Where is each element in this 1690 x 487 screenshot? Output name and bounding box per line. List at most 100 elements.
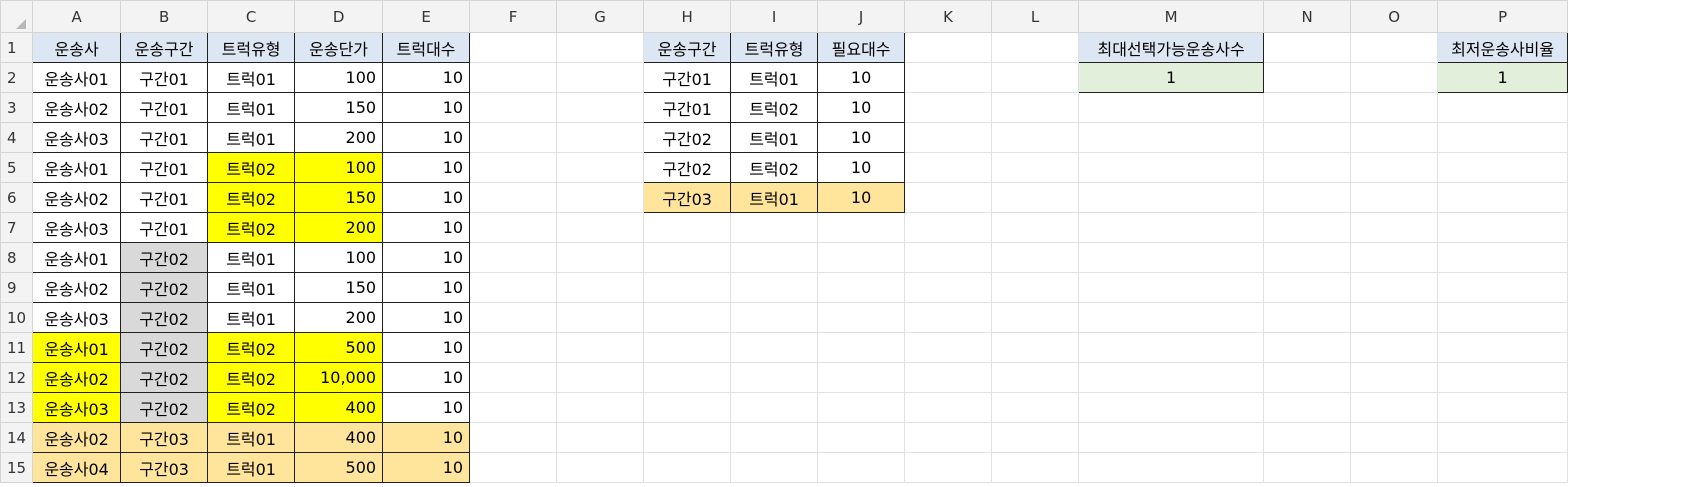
cell-a6[interactable]: 운송사02 <box>32 182 122 213</box>
select-all-corner[interactable] <box>0 0 34 33</box>
cell-k9[interactable] <box>904 272 993 303</box>
cell-i3[interactable]: 트럭02 <box>730 92 819 123</box>
cell-c7[interactable]: 트럭02 <box>207 212 296 243</box>
cell-i4[interactable]: 트럭01 <box>730 122 819 153</box>
cell-p1[interactable]: 최저운송사비율 <box>1437 32 1569 63</box>
cell-n4[interactable] <box>1263 122 1352 153</box>
row-header-4[interactable]: 4 <box>0 122 34 153</box>
cell-g2[interactable] <box>556 62 645 93</box>
cell-e13[interactable]: 10 <box>382 392 471 423</box>
cell-b13[interactable]: 구간02 <box>120 392 209 423</box>
cell-p13[interactable] <box>1437 392 1569 423</box>
cell-h12[interactable] <box>643 362 732 393</box>
cell-k4[interactable] <box>904 122 993 153</box>
cell-i11[interactable] <box>730 332 819 363</box>
cell-d6[interactable]: 150 <box>294 182 384 213</box>
cell-b2[interactable]: 구간01 <box>120 62 209 93</box>
cell-p15[interactable] <box>1437 452 1569 483</box>
cell-p8[interactable] <box>1437 242 1569 273</box>
cell-j3[interactable]: 10 <box>817 92 906 123</box>
cell-a12[interactable]: 운송사02 <box>32 362 122 393</box>
cell-d4[interactable]: 200 <box>294 122 384 153</box>
cell-e15[interactable]: 10 <box>382 452 471 483</box>
cell-b7[interactable]: 구간01 <box>120 212 209 243</box>
cell-l14[interactable] <box>991 422 1080 453</box>
cell-e4[interactable]: 10 <box>382 122 471 153</box>
cell-h11[interactable] <box>643 332 732 363</box>
cell-d10[interactable]: 200 <box>294 302 384 333</box>
cell-i12[interactable] <box>730 362 819 393</box>
row-header-13[interactable]: 13 <box>0 392 34 423</box>
cell-l1[interactable] <box>991 32 1080 63</box>
cell-l11[interactable] <box>991 332 1080 363</box>
cell-k15[interactable] <box>904 452 993 483</box>
cell-a9[interactable]: 운송사02 <box>32 272 122 303</box>
cell-d9[interactable]: 150 <box>294 272 384 303</box>
cell-j9[interactable] <box>817 272 906 303</box>
cell-n6[interactable] <box>1263 182 1352 213</box>
cell-m8[interactable] <box>1078 242 1265 273</box>
cell-e11[interactable]: 10 <box>382 332 471 363</box>
cell-i2[interactable]: 트럭01 <box>730 62 819 93</box>
cell-d8[interactable]: 100 <box>294 242 384 273</box>
cell-k5[interactable] <box>904 152 993 183</box>
cell-j4[interactable]: 10 <box>817 122 906 153</box>
cell-e9[interactable]: 10 <box>382 272 471 303</box>
cell-a11[interactable]: 운송사01 <box>32 332 122 363</box>
cell-o9[interactable] <box>1350 272 1439 303</box>
cell-m10[interactable] <box>1078 302 1265 333</box>
cell-h1[interactable]: 운송구간 <box>643 32 732 63</box>
column-header-l[interactable]: L <box>991 0 1080 33</box>
cell-c8[interactable]: 트럭01 <box>207 242 296 273</box>
cell-b5[interactable]: 구간01 <box>120 152 209 183</box>
cell-j13[interactable] <box>817 392 906 423</box>
cell-l2[interactable] <box>991 62 1080 93</box>
cell-i1[interactable]: 트럭유형 <box>730 32 819 63</box>
cell-b3[interactable]: 구간01 <box>120 92 209 123</box>
cell-o14[interactable] <box>1350 422 1439 453</box>
cell-i10[interactable] <box>730 302 819 333</box>
row-header-10[interactable]: 10 <box>0 302 34 333</box>
cell-o13[interactable] <box>1350 392 1439 423</box>
cell-b8[interactable]: 구간02 <box>120 242 209 273</box>
cell-m1[interactable]: 최대선택가능운송사수 <box>1078 32 1265 63</box>
cell-n10[interactable] <box>1263 302 1352 333</box>
cell-e12[interactable]: 10 <box>382 362 471 393</box>
cell-m14[interactable] <box>1078 422 1265 453</box>
column-header-a[interactable]: A <box>32 0 122 33</box>
cell-f3[interactable] <box>469 92 558 123</box>
row-header-9[interactable]: 9 <box>0 272 34 303</box>
cell-g6[interactable] <box>556 182 645 213</box>
cell-j1[interactable]: 필요대수 <box>817 32 906 63</box>
cell-c5[interactable]: 트럭02 <box>207 152 296 183</box>
cell-e8[interactable]: 10 <box>382 242 471 273</box>
cell-g1[interactable] <box>556 32 645 63</box>
cell-i6[interactable]: 트럭01 <box>730 182 819 213</box>
cell-f15[interactable] <box>469 452 558 483</box>
cell-d7[interactable]: 200 <box>294 212 384 243</box>
cell-m2[interactable]: 1 <box>1078 62 1265 93</box>
cell-c9[interactable]: 트럭01 <box>207 272 296 303</box>
cell-b14[interactable]: 구간03 <box>120 422 209 453</box>
cell-b11[interactable]: 구간02 <box>120 332 209 363</box>
cell-e3[interactable]: 10 <box>382 92 471 123</box>
cell-f5[interactable] <box>469 152 558 183</box>
column-header-e[interactable]: E <box>382 0 471 33</box>
cell-f7[interactable] <box>469 212 558 243</box>
cell-h5[interactable]: 구간02 <box>643 152 732 183</box>
cell-n14[interactable] <box>1263 422 1352 453</box>
cell-c4[interactable]: 트럭01 <box>207 122 296 153</box>
cell-f13[interactable] <box>469 392 558 423</box>
cell-g10[interactable] <box>556 302 645 333</box>
cell-f8[interactable] <box>469 242 558 273</box>
cell-c15[interactable]: 트럭01 <box>207 452 296 483</box>
cell-g15[interactable] <box>556 452 645 483</box>
column-header-m[interactable]: M <box>1078 0 1265 33</box>
cell-p11[interactable] <box>1437 332 1569 363</box>
cell-n15[interactable] <box>1263 452 1352 483</box>
cell-m5[interactable] <box>1078 152 1265 183</box>
cell-p4[interactable] <box>1437 122 1569 153</box>
cell-i15[interactable] <box>730 452 819 483</box>
cell-h15[interactable] <box>643 452 732 483</box>
row-header-6[interactable]: 6 <box>0 182 34 213</box>
